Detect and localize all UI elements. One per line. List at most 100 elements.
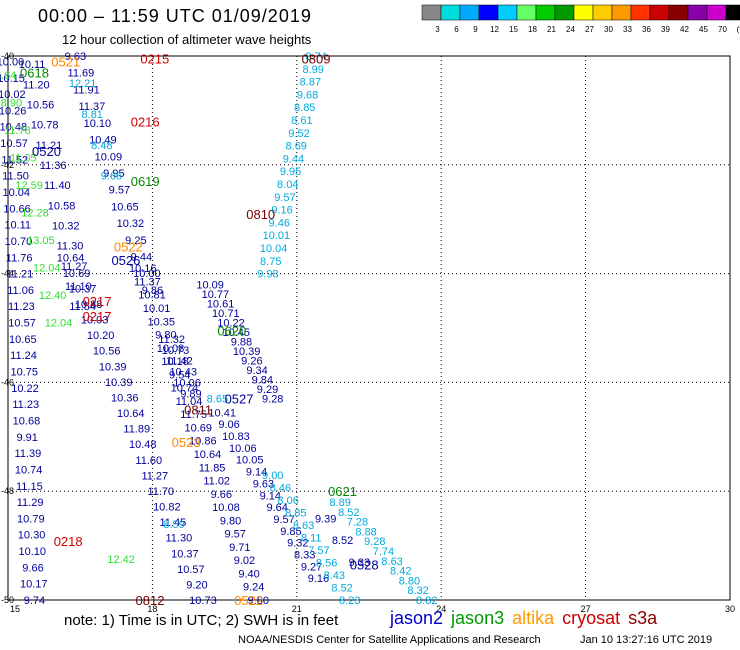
wave-height-value: 9.32 (287, 538, 308, 550)
wave-height-value: 8.11 (301, 532, 322, 544)
wave-height-value: 9.80 (155, 330, 176, 342)
pass-time-label: 0527 (225, 392, 254, 407)
wave-height-value: 10.22 (11, 383, 39, 395)
wave-height-value: 10.08 (157, 343, 185, 355)
wave-height-value: 10.39 (233, 346, 261, 358)
wave-height-value: 10.65 (9, 334, 37, 346)
wave-height-value: 8.85 (285, 507, 306, 519)
wave-height-value: 10.39 (105, 377, 133, 389)
x-tick-label: 27 (581, 604, 591, 614)
wave-height-value: 9.66 (211, 489, 232, 501)
wave-height-value: 8.33 (294, 550, 315, 562)
wave-height-value: 10.79 (17, 513, 45, 525)
wave-height-value: 11.23 (12, 399, 39, 411)
color-scale-label: 15 (509, 25, 518, 34)
map-border (7, 55, 731, 601)
wave-height-value: 10.18 (161, 356, 189, 368)
x-tick-label: 24 (436, 604, 446, 614)
wave-height-value: 9.80 (248, 595, 269, 607)
wave-height-value: 11.21 (7, 269, 34, 281)
satellite-jason3: jason3 (451, 608, 505, 628)
pass-time-label: 0526 (111, 253, 140, 268)
wave-height-value: 12.04 (33, 263, 61, 275)
wave-height-value: 11.36 (40, 160, 67, 172)
wave-height-value: 7.74 (373, 546, 394, 558)
wave-height-value: 11.02 (203, 476, 230, 488)
wave-height-value: 10.03 (81, 315, 109, 327)
pass-time-label: 0528 (350, 558, 379, 573)
pass-time-label: 0215 (140, 52, 169, 67)
wave-height-value: 9.98 (257, 269, 278, 281)
x-tick-label: 18 (147, 604, 157, 614)
wave-height-value: 9.14 (260, 490, 281, 502)
pass-time-label: 0522 (234, 593, 263, 608)
wave-height-value: 9.34 (246, 365, 267, 377)
color-scale-swatch (573, 4, 594, 21)
wave-height-value: 10.73 (162, 345, 190, 357)
wave-height-value: 10.77 (202, 289, 230, 301)
wave-height-value: 8.69 (286, 141, 307, 153)
wave-height-value: 9.06 (218, 419, 239, 431)
wave-height-value: 10.01 (143, 303, 171, 315)
wave-height-value: 10.78 (31, 120, 59, 132)
wave-height-value: 9.88 (231, 337, 252, 349)
wave-height-value: 11.78 (4, 125, 31, 137)
color-scale-label: 9 (473, 25, 478, 34)
wave-height-value: 10.17 (20, 579, 48, 591)
wave-height-value: 8.80 (399, 575, 420, 587)
wave-height-value: 10.86 (189, 436, 217, 448)
wave-height-value: 11.30 (166, 533, 193, 545)
y-tick-label: -46 (1, 377, 14, 387)
color-scale-label: 12 (490, 25, 499, 34)
wave-height-value: 10.30 (18, 530, 46, 542)
wave-height-value: 9.89 (180, 388, 201, 400)
color-scale-swatch (649, 4, 670, 21)
wave-height-value: 10.00 (0, 56, 24, 68)
wave-height-value: 7.57 (308, 545, 329, 557)
wave-height-value: 11.40 (44, 180, 71, 192)
pass-time-label: 0810 (246, 207, 275, 222)
wave-height-value: 8.87 (300, 77, 321, 89)
wave-height-value: 8.85 (294, 102, 315, 114)
wave-height-value: 9.39 (315, 513, 336, 525)
wave-height-value: 10.09 (95, 151, 123, 163)
wave-height-value: 8.81 (82, 109, 103, 121)
wave-height-value: 10.04 (2, 187, 30, 199)
color-scale-swatch (440, 4, 461, 21)
wave-height-value: 8.52 (331, 582, 352, 594)
wave-height-value: 10.61 (207, 299, 235, 311)
pass-time-label: 0812 (136, 593, 165, 608)
pass-time-label: 0621 (328, 484, 357, 499)
wave-height-value: 11.50 (2, 171, 29, 183)
color-scale-label: 27 (585, 25, 594, 34)
wave-height-value: 9.20 (186, 579, 207, 591)
wave-height-value: 11.20 (23, 79, 50, 91)
wave-height-value: 11.75 (180, 409, 207, 421)
wave-height-value: 9.52 (288, 128, 309, 140)
wave-height-value: 11.85 (199, 462, 226, 474)
wave-height-value: 10.73 (189, 595, 217, 607)
wave-height-value: 10.08 (212, 502, 240, 514)
wave-height-value: 10.64 (57, 252, 85, 264)
wave-height-value: 8.99 (303, 64, 324, 76)
color-scale-swatch (459, 4, 480, 21)
wave-height-value: 8.48 (91, 140, 112, 152)
wave-height-value: 10.10 (84, 118, 112, 130)
wave-height-value: 10.05 (236, 455, 264, 467)
wave-height-value: 10.71 (212, 308, 240, 320)
pass-time-label: 0216 (131, 114, 160, 129)
wave-height-value: 9.57 (224, 529, 245, 541)
wave-height-value: 10.22 (217, 318, 245, 330)
footer-note: note: 1) Time is in UTC; 2) SWH is in fe… (64, 612, 339, 629)
wave-height-value: 8.42 (390, 566, 411, 578)
wave-height-value: 8.43 (324, 570, 345, 582)
color-scale-swatch (687, 4, 708, 21)
wave-height-value: 10.15 (0, 73, 25, 85)
wave-height-value: 10.70 (5, 236, 33, 248)
pass-time-label: 0809 (302, 52, 331, 67)
wave-height-value: 10.57 (8, 318, 36, 330)
wave-height-value: 8.56 (316, 557, 337, 569)
wave-height-value: 11.37 (79, 101, 106, 113)
pass-time-labels: 0215 080905210618021605200619081005220526… (20, 52, 379, 608)
